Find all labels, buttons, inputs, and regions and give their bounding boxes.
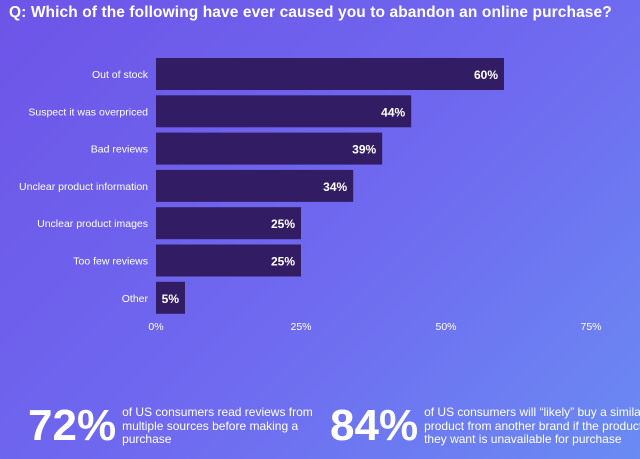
x-tick-label: 0% [148, 321, 163, 333]
x-tick-label: 75% [580, 321, 601, 333]
value-label: 25% [271, 255, 295, 269]
bar [156, 207, 301, 240]
category-label: Suspect it was overpriced [28, 106, 148, 118]
category-label: Out of stock [92, 69, 149, 81]
bar [156, 244, 301, 277]
bar [156, 95, 412, 128]
value-label: 44% [381, 105, 405, 119]
value-label: 25% [271, 217, 295, 231]
stat-value: 84% [330, 401, 419, 450]
stat-block-reviews: 72% of US consumers read reviews from mu… [28, 404, 322, 448]
bar [156, 58, 504, 90]
stat-value: 72% [28, 401, 117, 450]
bar [156, 169, 354, 202]
x-tick-label: 50% [435, 321, 456, 333]
chart-title: Q: Which of the following have ever caus… [9, 4, 612, 21]
value-label: 34% [323, 180, 347, 194]
category-label: Unclear product images [37, 218, 148, 230]
category-label: Unclear product information [19, 181, 148, 193]
category-label: Too few reviews [73, 256, 148, 268]
stat-block-brand-switch: 84% of US consumers will “likely” buy a … [330, 404, 640, 448]
bar [156, 132, 383, 165]
category-label: Bad reviews [91, 144, 148, 156]
bar-chart: Out of stock 60% Suspect it was overpriced… [19, 58, 601, 333]
category-label: Other [122, 293, 149, 305]
x-tick-label: 25% [290, 321, 311, 333]
bar [156, 281, 185, 314]
stat-description: of US consumers will “likely” buy a simi… [424, 405, 640, 446]
value-label: 5% [162, 292, 180, 306]
stat-description: of US consumers read reviews from multip… [122, 405, 313, 446]
value-label: 60% [474, 68, 498, 82]
value-label: 39% [352, 143, 376, 157]
